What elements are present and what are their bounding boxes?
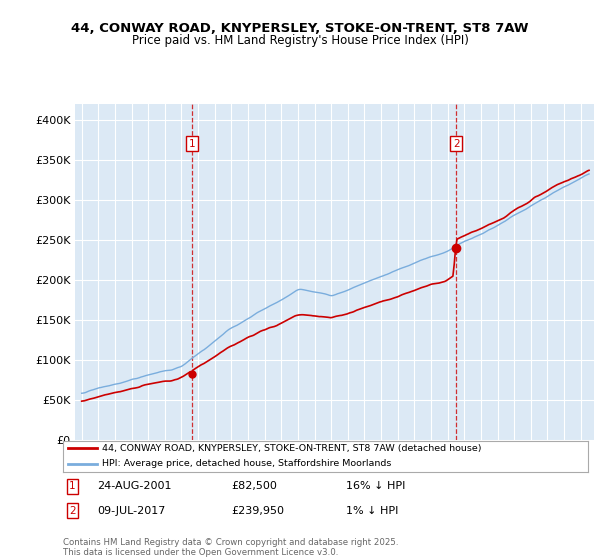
Text: 44, CONWAY ROAD, KNYPERSLEY, STOKE-ON-TRENT, ST8 7AW: 44, CONWAY ROAD, KNYPERSLEY, STOKE-ON-TR… bbox=[71, 21, 529, 35]
Text: HPI: Average price, detached house, Staffordshire Moorlands: HPI: Average price, detached house, Staf… bbox=[103, 459, 392, 468]
Text: £82,500: £82,500 bbox=[231, 481, 277, 491]
Text: £239,950: £239,950 bbox=[231, 506, 284, 516]
Text: 16% ↓ HPI: 16% ↓ HPI bbox=[347, 481, 406, 491]
Text: 1% ↓ HPI: 1% ↓ HPI bbox=[347, 506, 399, 516]
Text: 44, CONWAY ROAD, KNYPERSLEY, STOKE-ON-TRENT, ST8 7AW (detached house): 44, CONWAY ROAD, KNYPERSLEY, STOKE-ON-TR… bbox=[103, 444, 482, 453]
Text: Contains HM Land Registry data © Crown copyright and database right 2025.
This d: Contains HM Land Registry data © Crown c… bbox=[63, 538, 398, 557]
Text: 2: 2 bbox=[69, 506, 76, 516]
Text: 2: 2 bbox=[453, 139, 460, 148]
Text: Price paid vs. HM Land Registry's House Price Index (HPI): Price paid vs. HM Land Registry's House … bbox=[131, 34, 469, 47]
Text: 1: 1 bbox=[69, 481, 76, 491]
Text: 09-JUL-2017: 09-JUL-2017 bbox=[97, 506, 166, 516]
Text: 1: 1 bbox=[188, 139, 195, 148]
Text: 24-AUG-2001: 24-AUG-2001 bbox=[97, 481, 172, 491]
